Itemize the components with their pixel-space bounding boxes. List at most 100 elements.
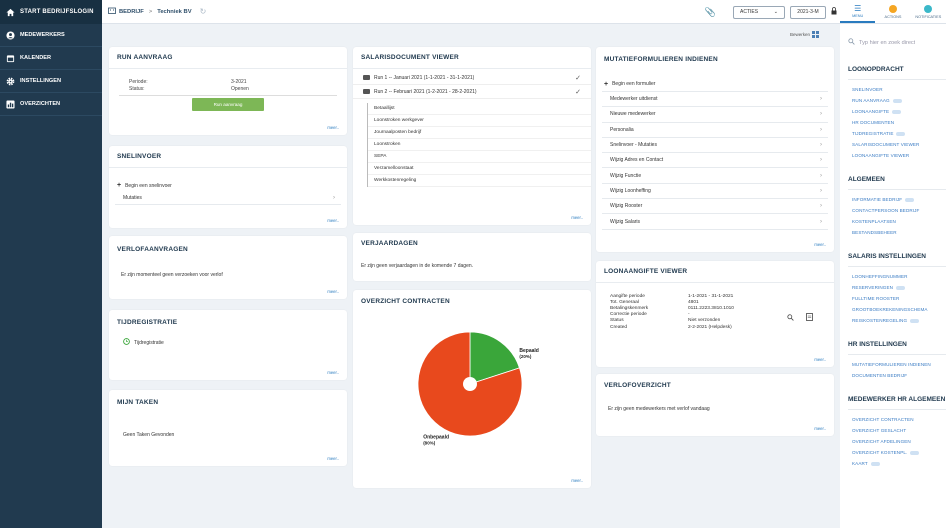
list-item[interactable]: Wijzig Salaris › — [602, 214, 828, 230]
period-selector[interactable]: 2021-3-M — [790, 5, 826, 19]
document-item[interactable]: Loonstroken werkgever — [368, 115, 591, 127]
detail-row: Status Niet verzonden — [610, 318, 834, 324]
meer-link[interactable]: meer.. — [814, 426, 826, 431]
menu-link-label: TIJDREGISTRATIE — [852, 131, 894, 136]
menu-link[interactable]: LOONAANGIFTE VIEWER — [840, 150, 946, 161]
panel-title: VERLOFAANVRAGEN — [117, 245, 188, 253]
run-row[interactable]: Run 2 -- Februari 2021 (1-2-2021 - 28-2-… — [353, 85, 591, 99]
list-item[interactable]: Nieuwe medewerker › — [602, 107, 828, 123]
loonaangifte-panel: LOONAANGIFTE VIEWER Aangifte periode 1-1-… — [596, 261, 834, 367]
meer-link[interactable]: meer.. — [571, 215, 583, 220]
sidebar-item-kalender[interactable]: KALENDER — [0, 47, 102, 70]
menu-link[interactable]: GROOTBOEKREKENINGSCHEMA — [840, 304, 946, 315]
detail-key: Betalingskenmerk — [610, 305, 649, 311]
list-item[interactable]: Snelinvoer - Mutaties › — [602, 138, 828, 154]
list-item[interactable]: Wijzig Adres en Contact › — [602, 153, 828, 169]
menu-link-label: GROOTBOEKREKENINGSCHEMA — [852, 307, 928, 312]
meer-link[interactable]: meer.. — [814, 242, 826, 247]
menu-link[interactable]: OVERZICHT CONTRACTEN — [840, 414, 946, 425]
refresh-icon[interactable]: ↻ — [199, 7, 207, 16]
menu-link-label: DOCUMENTEN BEDRIJF — [852, 373, 908, 378]
menu-link[interactable]: KAART — [840, 458, 946, 469]
breadcrumb-company[interactable]: Techniek BV — [157, 8, 192, 15]
meer-link[interactable]: meer.. — [327, 456, 339, 461]
list-item-label: Wijzig Salaris — [610, 218, 641, 225]
meer-link[interactable]: meer.. — [814, 357, 826, 362]
sidebar-item-instellingen[interactable]: INSTELLINGEN — [0, 70, 102, 93]
detail-row: Aangifte periode 1-1-2021 - 31-1-2021 — [610, 293, 834, 299]
tab-label: NOTIFICATIES — [915, 14, 942, 19]
paperclip-icon[interactable]: 📎 — [704, 6, 716, 17]
menu-link[interactable]: INFORMATIE BEDRIJF — [840, 194, 946, 205]
meer-link[interactable]: meer.. — [327, 125, 339, 130]
document-item[interactable]: Werkkostenregeling — [368, 175, 591, 187]
begin-formulier-link[interactable]: + Begin een formulier — [596, 79, 834, 89]
clock-icon — [123, 338, 130, 347]
menu-link[interactable]: RESERVERINGEN — [840, 282, 946, 293]
menu-link[interactable]: RUN AANVRAAG — [840, 95, 946, 106]
menu-link[interactable]: HR DOCUMENTEN — [840, 117, 946, 128]
mijn-taken-panel: MIJN TAKEN Geen Taken Gevonden meer.. — [109, 390, 347, 466]
document-item[interactable]: Verzamelloonstaat — [368, 163, 591, 175]
document-item[interactable]: Loonstroken — [368, 139, 591, 151]
start-bedrijfslogin[interactable]: START BEDRIJFSLOGIN — [0, 0, 102, 24]
tab-menu[interactable]: ☰ MENU — [840, 0, 876, 23]
detail-key: Created — [610, 324, 628, 330]
menu-link[interactable]: DOCUMENTEN BEDRIJF — [840, 370, 946, 381]
bewerken-label: Bewerken — [790, 32, 811, 37]
menu-link[interactable]: FULLTIME ROOSTER — [840, 293, 946, 304]
document-item[interactable]: Journaalposten bedrijf — [368, 127, 591, 139]
list-item[interactable]: Wijzig Loonheffing › — [602, 184, 828, 200]
menu-link[interactable]: REISKOSTENREGELING — [840, 315, 946, 326]
menu-link-label: LOONAANGIFTE — [852, 109, 890, 114]
document-item[interactable]: SEPA — [368, 151, 591, 163]
list-item[interactable]: Personalia › — [602, 123, 828, 138]
run-row[interactable]: Run 1 -- Januari 2021 (1-1-2021 - 31-1-2… — [353, 71, 591, 85]
tab-notificaties[interactable]: NOTIFICATIES — [911, 0, 946, 23]
list-item[interactable]: Wijzig Functie › — [602, 168, 828, 184]
menu-link[interactable]: LOONAANGIFTE — [840, 106, 946, 117]
divider — [848, 409, 946, 410]
left-sidebar: START BEDRIJFSLOGIN MEDEWERKERS KALENDER… — [0, 0, 102, 528]
sidebar-item-overzichten[interactable]: OVERZICHTEN — [0, 93, 102, 116]
user-icon — [6, 30, 15, 40]
tab-actions[interactable]: ACTIONS — [875, 0, 910, 23]
tijdregistratie-link[interactable]: Tijdregistratie — [109, 338, 347, 347]
pie-label: Onbepaald — [423, 435, 449, 441]
menu-link[interactable]: BESTANDSBEHEER — [840, 227, 946, 238]
verjaardagen-message: Er zijn geen verjaardagen in de komende … — [361, 263, 474, 269]
menu-link[interactable]: OVERZICHT AFDELINGEN — [840, 436, 946, 447]
chevron-right-icon: › — [820, 157, 822, 164]
list-item[interactable]: Medewerker uitdienst › — [602, 92, 828, 108]
menu-link[interactable]: KOSTENPLAATSEN — [840, 216, 946, 227]
menu-link[interactable]: LOONHEFFINGNUMMER — [840, 271, 946, 282]
document-icon[interactable] — [806, 313, 813, 323]
menu-link[interactable]: SNELINVOER — [840, 84, 946, 95]
lock-icon[interactable] — [831, 7, 837, 17]
run-aanvraag-button[interactable]: Run aanvraag — [192, 98, 264, 111]
document-item[interactable]: Betaallijst — [368, 103, 591, 115]
menu-link[interactable]: OVERZICHT GESLACHT — [840, 425, 946, 436]
menu-link[interactable]: CONTACTPERSOON BEDRIJF — [840, 205, 946, 216]
meer-link[interactable]: meer.. — [327, 370, 339, 375]
meer-link[interactable]: meer.. — [571, 478, 583, 483]
list-item[interactable]: Mutaties › — [115, 191, 341, 205]
topbar-actions: 📎 ACTIES ⌄ 2021-3-M — [705, 0, 840, 24]
menu-search[interactable]: Typ hier en zoek direct — [848, 38, 940, 47]
bewerken-button[interactable]: Bewerken — [790, 31, 820, 38]
breadcrumb-root[interactable]: BEDRIJF — [119, 8, 144, 15]
menu-link[interactable]: SALARISDOCUMENT VIEWER — [840, 139, 946, 150]
meer-link[interactable]: meer.. — [327, 289, 339, 294]
acties-button[interactable]: ACTIES ⌄ — [733, 5, 785, 19]
run-label: Run 2 -- Februari 2021 (1-2-2021 - 28-2-… — [374, 88, 477, 95]
menu-link[interactable]: OVERZICHT KOSTENPL. — [840, 447, 946, 458]
sidebar-item-medewerkers[interactable]: MEDEWERKERS — [0, 24, 102, 47]
menu-link[interactable]: TIJDREGISTRATIE — [840, 128, 946, 139]
panel-title: VERJAARDAGEN — [361, 239, 418, 247]
meer-link[interactable]: meer.. — [327, 218, 339, 223]
begin-snelinvoer-link[interactable]: + Begin een snelinvoer — [109, 182, 347, 189]
search-icon[interactable] — [787, 314, 794, 323]
menu-link[interactable]: MUTATIEFORMULIEREN INDIENEN — [840, 359, 946, 370]
list-item[interactable]: Wijzig Rooster › — [602, 199, 828, 215]
pie-pct-label: (20%) — [519, 354, 532, 359]
